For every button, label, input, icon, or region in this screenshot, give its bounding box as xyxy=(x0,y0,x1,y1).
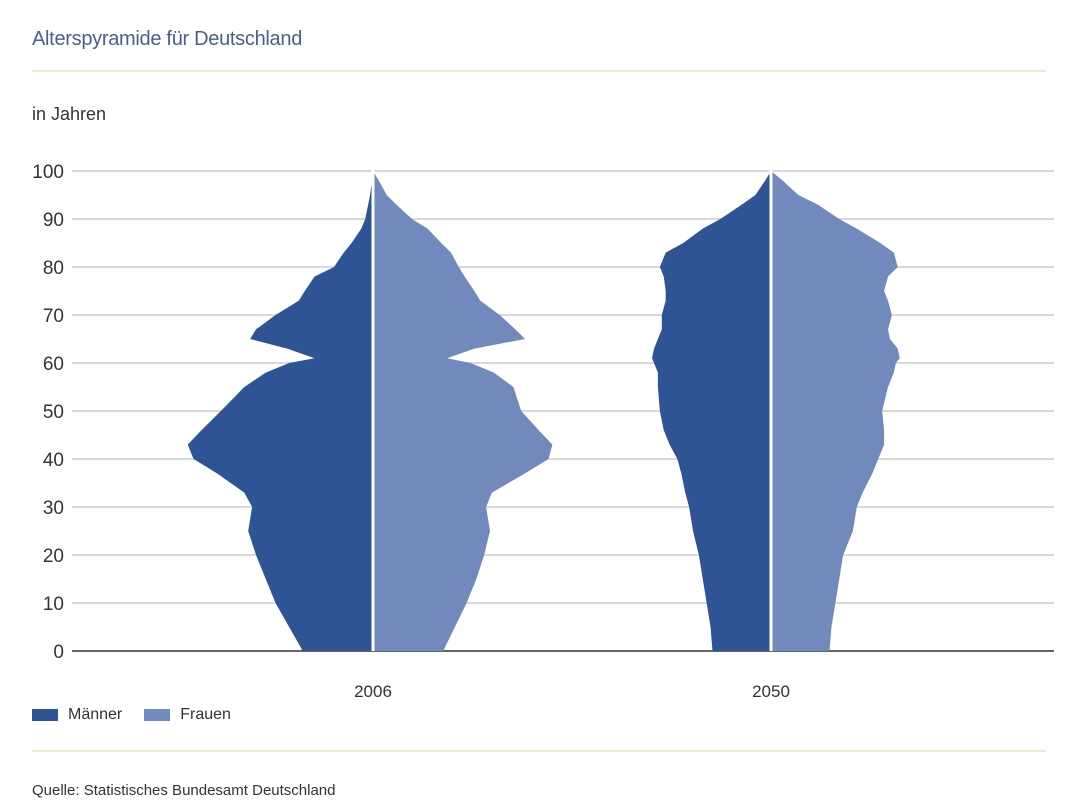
pyramid-2006-men xyxy=(187,171,373,651)
pyramid-2050-women xyxy=(771,171,900,651)
legend-item-women: Frauen xyxy=(144,706,231,724)
source-note: Quelle: Statistisches Bundesamt Deutschl… xyxy=(32,782,336,799)
y-tick-label: 80 xyxy=(43,258,64,279)
y-tick-label: 30 xyxy=(43,498,64,519)
grid-lines xyxy=(72,170,1054,652)
legend-swatch-women xyxy=(144,709,171,721)
y-tick-labels: 0 10 20 30 40 50 60 70 80 90 100 xyxy=(32,162,64,663)
legend-label-men: Männer xyxy=(68,706,123,723)
pyramids xyxy=(187,169,900,651)
population-pyramid-chart: 0 10 20 30 40 50 60 70 80 90 100 2006 2050 xyxy=(32,162,1054,700)
pyramid-2050-men xyxy=(652,171,771,651)
legend-swatch-men xyxy=(32,709,58,721)
chart-title: Alterspyramide für Deutschland xyxy=(32,28,303,50)
x-label-2050: 2050 xyxy=(752,682,790,700)
y-tick-label: 70 xyxy=(43,306,64,327)
y-tick-label: 40 xyxy=(43,450,64,471)
top-divider xyxy=(32,70,1046,72)
legend-item-men: Männer xyxy=(32,706,122,724)
y-tick-label: 20 xyxy=(43,546,64,567)
legend: Männer Frauen xyxy=(32,706,253,724)
legend-label-women: Frauen xyxy=(180,706,231,723)
y-axis-label: in Jahren xyxy=(32,104,107,124)
y-tick-label: 10 xyxy=(43,594,64,615)
x-label-2006: 2006 xyxy=(354,682,392,700)
pyramid-2006-women xyxy=(373,171,553,651)
y-tick-label: 100 xyxy=(32,162,64,183)
y-tick-label: 0 xyxy=(53,642,64,663)
y-tick-label: 60 xyxy=(43,354,64,375)
x-labels: 2006 2050 xyxy=(354,682,790,700)
bottom-divider xyxy=(32,750,1046,752)
y-tick-label: 90 xyxy=(43,210,64,231)
y-tick-label: 50 xyxy=(43,402,64,423)
